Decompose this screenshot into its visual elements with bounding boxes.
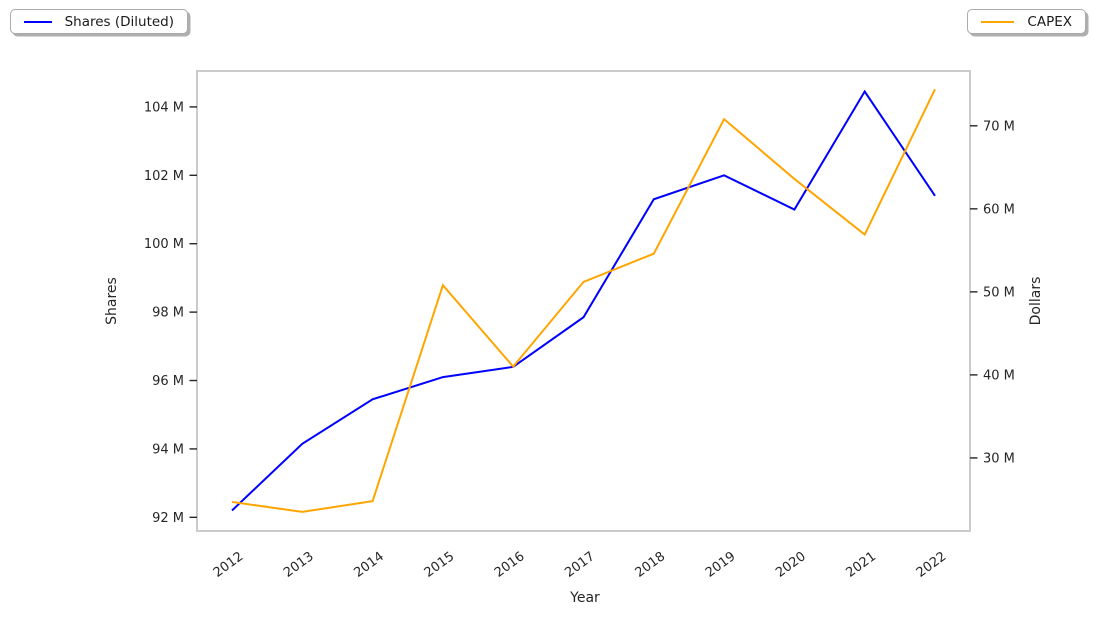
right-tick-label: 70 M: [983, 119, 1015, 134]
left-tick-label: 98 M: [152, 306, 184, 321]
x-axis-label: Year: [569, 590, 600, 606]
x-tick-label: 2018: [633, 549, 669, 581]
series-line-capex: [231, 88, 936, 513]
legend-line-swatch-orange: [981, 20, 1015, 23]
right-tick-label: 30 M: [983, 451, 1015, 466]
left-tick-label: 100 M: [144, 237, 184, 252]
x-tick-label: 2016: [492, 549, 528, 581]
x-tick-label: 2022: [914, 549, 950, 581]
legend-label-shares-diluted: Shares (Diluted): [64, 13, 174, 30]
left-tick-label: 104 M: [144, 100, 184, 115]
x-tick-label: 2012: [211, 549, 247, 581]
x-tick-label: 2015: [422, 549, 458, 581]
legend-capex[interactable]: CAPEX: [967, 9, 1086, 34]
x-tick-label: 2019: [703, 549, 739, 581]
data-series: [231, 88, 936, 513]
x-tick-label: 2014: [351, 549, 387, 581]
right-tick-label: 50 M: [983, 285, 1015, 300]
right-tick-label: 40 M: [983, 368, 1015, 383]
x-tick-label: 2021: [843, 549, 879, 581]
legend-shares-diluted[interactable]: Shares (Diluted): [10, 9, 188, 34]
x-tick-label: 2013: [281, 549, 317, 581]
y-axis-label-left: Shares: [104, 277, 120, 325]
series-line-shares-diluted: [231, 89, 936, 512]
left-tick-label: 94 M: [152, 442, 184, 457]
legend-line-swatch-blue: [24, 20, 52, 23]
legend-label-capex: CAPEX: [1027, 13, 1072, 30]
x-tick-label: 2017: [562, 549, 598, 581]
right-tick-label: 60 M: [983, 202, 1015, 217]
y-axis-label-right: Dollars: [1028, 277, 1044, 326]
left-tick-label: 92 M: [152, 511, 184, 526]
left-tick-label: 102 M: [144, 169, 184, 184]
x-tick-label: 2020: [773, 549, 809, 581]
left-tick-label: 96 M: [152, 374, 184, 389]
plot-frame: [196, 70, 971, 532]
